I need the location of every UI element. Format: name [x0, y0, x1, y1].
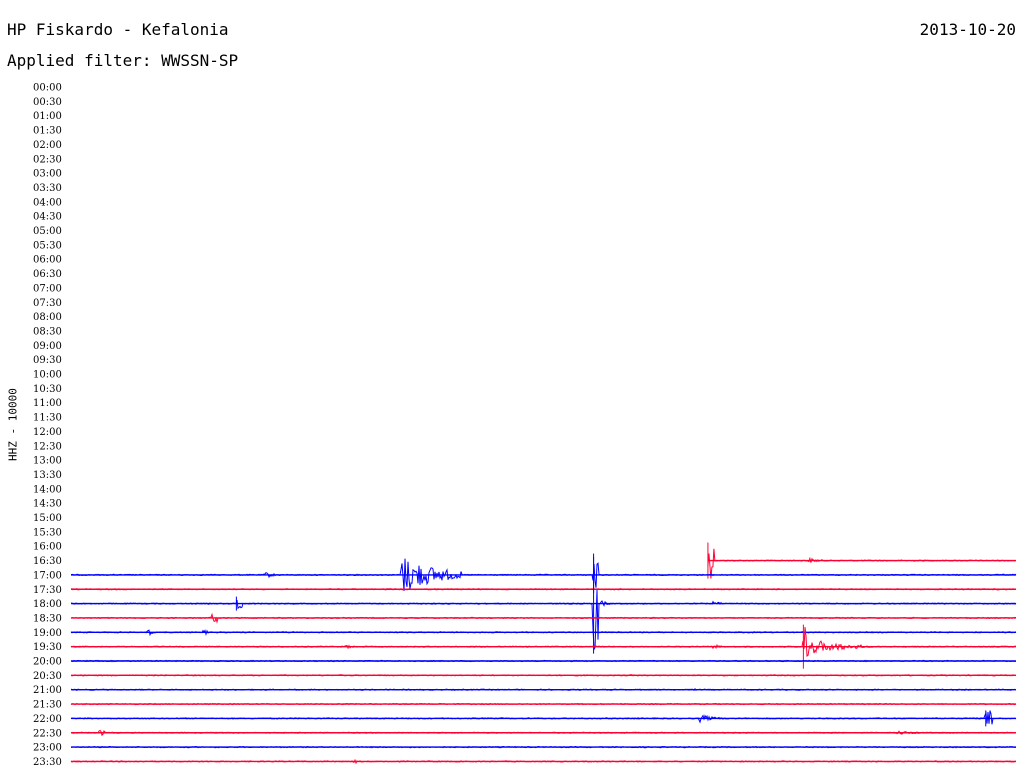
y-tick-label: 19:00 [33, 628, 62, 639]
y-tick-label: 21:30 [33, 700, 62, 711]
y-tick-label: 20:00 [33, 657, 62, 668]
seismic-trace-1930 [70, 627, 1017, 657]
y-tick-label: 17:30 [33, 585, 62, 596]
seismic-trace-1800 [70, 589, 1017, 651]
y-tick-label: 12:00 [33, 427, 62, 438]
y-tick-label: 05:00 [33, 226, 62, 237]
y-tick-label: 22:00 [33, 714, 62, 725]
y-tick-label: 00:30 [33, 97, 62, 108]
chart-date: 2013-10-20 [919, 20, 1016, 39]
y-tick-label: 21:00 [33, 685, 62, 696]
y-tick-label: 01:00 [33, 111, 62, 122]
y-tick-labels: 00:00 00:30 01:00 01:30 02:00 02:30 03:00 03:30… [33, 83, 62, 768]
y-tick-label: 16:30 [33, 556, 62, 567]
y-tick-label: 04:00 [33, 197, 62, 208]
y-tick-label: 06:30 [33, 269, 62, 280]
y-tick-label: 06:00 [33, 255, 62, 266]
y-tick-label: 08:00 [33, 312, 62, 323]
y-tick-label: 03:00 [33, 169, 62, 180]
seismic-traces [70, 542, 1017, 765]
y-tick-label: 02:00 [33, 140, 62, 151]
y-tick-label: 23:00 [33, 743, 62, 754]
y-tick-label: 07:00 [33, 283, 62, 294]
y-tick-label: 13:30 [33, 470, 62, 481]
y-tick-label: 04:30 [33, 212, 62, 223]
y-tick-label: 02:30 [33, 154, 62, 165]
seismic-trace-1630 [707, 548, 1017, 579]
y-tick-label: 16:00 [33, 542, 62, 553]
y-tick-label: 00:00 [33, 83, 62, 94]
y-tick-label: 20:30 [33, 671, 62, 682]
chart-subtitle: Applied filter: WWSSN-SP [7, 51, 239, 70]
y-tick-label: 03:30 [33, 183, 62, 194]
y-tick-label: 13:00 [33, 456, 62, 467]
y-tick-label: 05:30 [33, 240, 62, 251]
y-tick-label: 09:30 [33, 355, 62, 366]
y-tick-label: 15:30 [33, 527, 62, 538]
y-tick-label: 07:30 [33, 298, 62, 309]
y-tick-label: 17:00 [33, 570, 62, 581]
chart-title: HP Fiskardo - Kefalonia [7, 20, 229, 39]
seismic-trace-2200 [70, 710, 1017, 725]
y-tick-label: 19:30 [33, 642, 62, 653]
y-tick-label: 14:30 [33, 499, 62, 510]
y-tick-label: 18:00 [33, 599, 62, 610]
y-tick-label: 11:00 [33, 398, 62, 409]
y-tick-label: 09:00 [33, 341, 62, 352]
y-tick-label: 10:30 [33, 384, 62, 395]
y-tick-label: 08:30 [33, 326, 62, 337]
y-tick-label: 01:30 [33, 126, 62, 137]
y-tick-label: 23:30 [33, 757, 62, 768]
y-tick-label: 14:00 [33, 484, 62, 495]
y-tick-label: 15:00 [33, 513, 62, 524]
y-tick-label: 10:00 [33, 370, 62, 381]
y-tick-label: 11:30 [33, 413, 62, 424]
y-tick-label: 12:30 [33, 441, 62, 452]
y-tick-label: 22:30 [33, 728, 62, 739]
y-tick-label: 18:30 [33, 613, 62, 624]
